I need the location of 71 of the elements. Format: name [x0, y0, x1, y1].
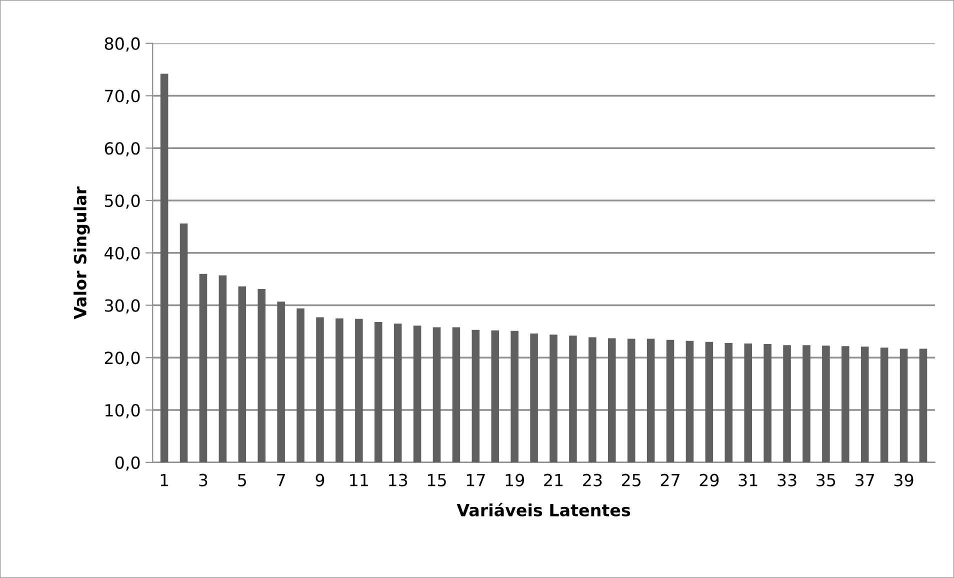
y-tick-label: 10,0 — [106, 404, 140, 418]
bar — [666, 340, 674, 462]
x-tick-label: 19 — [506, 474, 524, 486]
bar — [764, 344, 772, 462]
bar — [472, 330, 480, 462]
bar — [316, 317, 324, 462]
y-tick-label: 70,0 — [105, 90, 140, 104]
x-tick-label: 21 — [544, 474, 563, 486]
x-tick-label: 25 — [622, 474, 640, 486]
bar — [432, 327, 441, 462]
bar — [919, 348, 928, 462]
bar — [238, 286, 246, 462]
bar — [296, 308, 304, 462]
bar — [900, 348, 908, 462]
x-tick-label: 5 — [238, 474, 246, 486]
bar — [510, 330, 518, 462]
bar — [258, 289, 266, 462]
x-tick-label: 9 — [316, 474, 324, 486]
bar — [394, 324, 402, 462]
bar — [646, 338, 655, 462]
x-tick-label: 27 — [660, 474, 680, 486]
y-tick-label: 60,0 — [104, 142, 140, 156]
y-tick-label: 80,0 — [104, 37, 140, 52]
x-axis-title: Variáveis Latentes — [456, 502, 630, 516]
bar — [336, 318, 344, 462]
x-tick-label: 35 — [816, 474, 836, 486]
x-tick-label: 13 — [389, 474, 408, 486]
bar — [530, 334, 538, 462]
bar — [569, 336, 577, 462]
bar — [374, 322, 382, 462]
bar — [627, 338, 636, 462]
x-tick-label: 33 — [778, 474, 796, 486]
y-tick-label: 40,0 — [104, 246, 140, 262]
y-tick-label: 30,0 — [104, 299, 140, 314]
x-tick-label: 37 — [856, 474, 874, 486]
bar — [842, 346, 850, 462]
bar — [705, 342, 714, 462]
bar — [452, 327, 460, 462]
bar — [199, 274, 208, 462]
bar — [413, 326, 422, 462]
bar — [802, 345, 810, 462]
y-tick-label: 50,0 — [105, 194, 140, 209]
y-tick-label: 20,0 — [104, 352, 140, 366]
x-tick-label: 15 — [428, 474, 446, 486]
bar — [608, 338, 616, 462]
x-tick-label: 29 — [700, 474, 719, 486]
y-axis-title: Valor Singular — [74, 186, 90, 320]
bar — [550, 334, 558, 462]
x-tick-label: 7 — [277, 474, 285, 486]
bar — [822, 346, 830, 462]
bar — [355, 318, 363, 462]
bar — [277, 302, 285, 462]
x-tick-label: 11 — [350, 474, 368, 486]
y-tick-label: 0,0 — [115, 456, 140, 471]
x-tick-label: 3 — [199, 474, 208, 486]
bar — [744, 343, 752, 462]
bar — [724, 342, 733, 462]
bar — [880, 348, 888, 462]
x-tick-label: 39 — [894, 474, 914, 486]
bar — [783, 345, 791, 462]
bar — [491, 330, 500, 462]
x-tick-label: 31 — [738, 474, 758, 486]
bar — [686, 340, 694, 462]
bar — [860, 346, 869, 462]
x-tick-label: 17 — [466, 474, 485, 486]
x-tick-label: 23 — [583, 474, 602, 486]
bar — [180, 224, 188, 462]
bar — [218, 275, 227, 462]
x-tick-label: 1 — [160, 474, 168, 486]
bar — [588, 337, 596, 462]
bar — [160, 74, 168, 462]
